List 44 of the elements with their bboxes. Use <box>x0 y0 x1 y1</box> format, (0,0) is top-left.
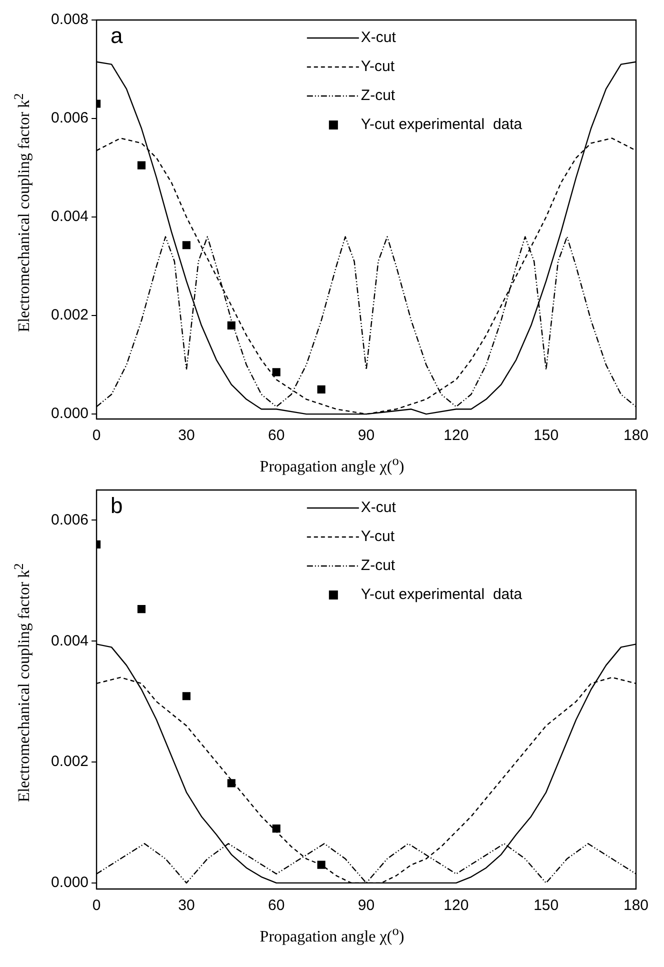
x-tick-label: 0 <box>92 427 101 444</box>
legend-label: X-cut <box>360 29 397 46</box>
y-tick-label: 0.008 <box>50 11 89 28</box>
x-tick-label: 120 <box>444 427 469 444</box>
annotation: b <box>110 493 123 518</box>
legend-label: Z-cut <box>360 557 396 574</box>
legend-label: Y-cut <box>360 58 396 76</box>
x-tick-label: 120 <box>444 897 469 914</box>
x-tick-label: 90 <box>358 427 375 444</box>
point <box>317 860 326 869</box>
x-axis-title: Propagation angle χ($^{o}$) <box>258 922 406 946</box>
y-tick-label: 0.006 <box>50 110 89 127</box>
point <box>227 779 236 788</box>
legend-label: Y-cut experimental data <box>360 586 523 604</box>
x-tick-label: 30 <box>178 897 195 914</box>
point <box>137 605 146 614</box>
point <box>317 385 326 394</box>
y-tick-label: 0.000 <box>50 874 89 892</box>
x-tick-label: 0 <box>92 897 101 914</box>
y-tick-label: 0.000 <box>50 405 89 422</box>
x-tick-label: 150 <box>534 897 559 914</box>
x-tick-label: 90 <box>358 897 375 914</box>
y-tick-label: 0.004 <box>50 632 89 650</box>
point <box>272 824 280 833</box>
x-axis-title: Propagation angle χ($^{o}$) <box>258 452 406 476</box>
x-tick-label: 150 <box>534 427 559 444</box>
y-tick-label: 0.002 <box>50 306 89 324</box>
point <box>182 692 190 700</box>
point <box>137 161 146 170</box>
x-tick-label: 30 <box>178 427 195 444</box>
legend-label: Y-cut <box>360 528 396 546</box>
y-tick-label: 0.002 <box>50 753 89 770</box>
legend-label: X-cut <box>360 499 397 516</box>
x-tick-label: 180 <box>623 897 649 914</box>
legend-label: Z-cut <box>360 87 396 104</box>
y-tick-label: 0.004 <box>50 208 89 226</box>
legend-label: Y-cut experimental data <box>360 116 523 134</box>
x-tick-label: 180 <box>623 427 649 444</box>
x-tick-label: 60 <box>268 897 285 914</box>
x-tick-label: 60 <box>268 427 285 444</box>
y-tick-label: 0.006 <box>50 511 89 528</box>
point <box>182 241 190 250</box>
annotation: a <box>110 23 124 48</box>
point <box>272 368 280 376</box>
